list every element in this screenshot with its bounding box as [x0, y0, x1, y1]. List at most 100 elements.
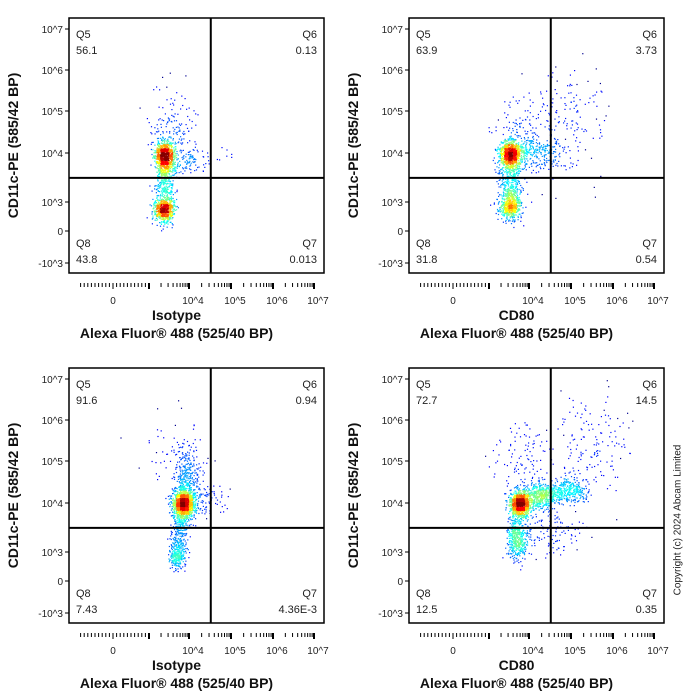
event-dot	[158, 164, 161, 167]
event-dot	[169, 161, 171, 163]
event-dot	[520, 220, 522, 222]
event-dot	[171, 546, 173, 548]
event-dot	[516, 142, 518, 145]
event-dot	[501, 155, 504, 158]
event-dot	[163, 215, 165, 217]
event-dot	[182, 543, 184, 545]
event-dot	[513, 211, 515, 213]
event-dot	[160, 159, 162, 161]
event-dot	[547, 75, 549, 77]
event-dot	[520, 189, 522, 191]
event-dot	[492, 159, 494, 162]
event-dot	[505, 201, 507, 203]
event-dot	[176, 466, 178, 468]
event-dot	[195, 449, 198, 451]
event-dot	[202, 156, 204, 158]
event-dot	[504, 167, 506, 169]
event-dot	[509, 156, 511, 158]
event-dot	[177, 530, 179, 532]
event-dot	[164, 157, 166, 159]
event-dot	[163, 196, 165, 198]
event-dot	[540, 93, 542, 95]
event-dot	[164, 209, 166, 211]
event-dot	[197, 504, 199, 506]
event-dot	[576, 123, 579, 125]
event-dot	[587, 80, 589, 82]
event-dot	[509, 159, 511, 162]
event-dot	[543, 144, 545, 146]
event-dot	[195, 446, 197, 448]
event-dot	[517, 197, 519, 199]
event-dot	[167, 209, 169, 211]
event-dot	[178, 481, 180, 483]
event-dot	[518, 154, 520, 156]
event-dot	[514, 138, 516, 141]
event-dot	[168, 558, 170, 560]
event-dot	[517, 167, 520, 170]
event-dot	[579, 116, 581, 118]
event-dot	[509, 151, 511, 153]
event-dot	[168, 502, 170, 504]
event-dot	[152, 208, 154, 210]
event-dot	[508, 121, 510, 123]
event-dot	[182, 542, 184, 544]
event-dot	[514, 214, 516, 216]
event-dot	[157, 143, 159, 145]
event-dot	[584, 103, 586, 105]
event-dot	[543, 158, 545, 161]
event-dot	[579, 141, 581, 143]
event-dot	[556, 93, 558, 95]
event-dot	[504, 144, 506, 146]
event-dot	[513, 149, 515, 151]
event-dot	[520, 144, 522, 146]
event-dot	[498, 156, 500, 158]
event-dot	[531, 201, 533, 203]
event-dot	[162, 158, 164, 160]
event-dot	[166, 203, 168, 205]
event-dot	[544, 154, 546, 156]
event-dot	[510, 203, 513, 205]
event-dot	[544, 147, 546, 149]
event-dot	[179, 541, 181, 543]
event-dot	[513, 178, 515, 180]
event-dot	[199, 494, 201, 496]
event-dot	[180, 567, 182, 569]
event-dot	[213, 485, 215, 487]
event-dot	[553, 137, 556, 140]
event-dot	[187, 458, 189, 460]
event-dot	[513, 157, 515, 159]
event-dot	[162, 140, 164, 142]
event-dot	[157, 190, 159, 192]
event-dot	[505, 168, 507, 170]
event-dot	[505, 194, 507, 196]
event-dot	[533, 132, 535, 134]
event-dot	[500, 186, 502, 188]
event-dot	[193, 159, 195, 161]
event-dot	[156, 137, 159, 140]
event-dot	[560, 97, 562, 99]
event-dot	[525, 169, 527, 171]
event-dot	[155, 150, 157, 152]
event-dot	[160, 149, 162, 151]
event-dot	[153, 156, 155, 158]
event-dot	[148, 440, 150, 442]
event-dot	[506, 193, 508, 195]
event-dot	[521, 160, 523, 162]
event-dot	[532, 153, 534, 156]
event-dot	[161, 198, 164, 200]
event-dot	[164, 194, 166, 196]
event-dot	[504, 170, 506, 173]
event-dot	[171, 183, 173, 185]
event-dot	[510, 171, 512, 174]
event-dot	[532, 161, 534, 163]
event-dot	[496, 181, 498, 183]
event-dot	[189, 160, 191, 162]
event-dot	[518, 201, 520, 203]
event-dot	[172, 164, 174, 166]
event-dot	[161, 213, 163, 215]
event-dot	[569, 157, 571, 159]
event-dot	[179, 482, 181, 484]
event-dot	[169, 156, 171, 158]
event-dot	[508, 142, 511, 144]
